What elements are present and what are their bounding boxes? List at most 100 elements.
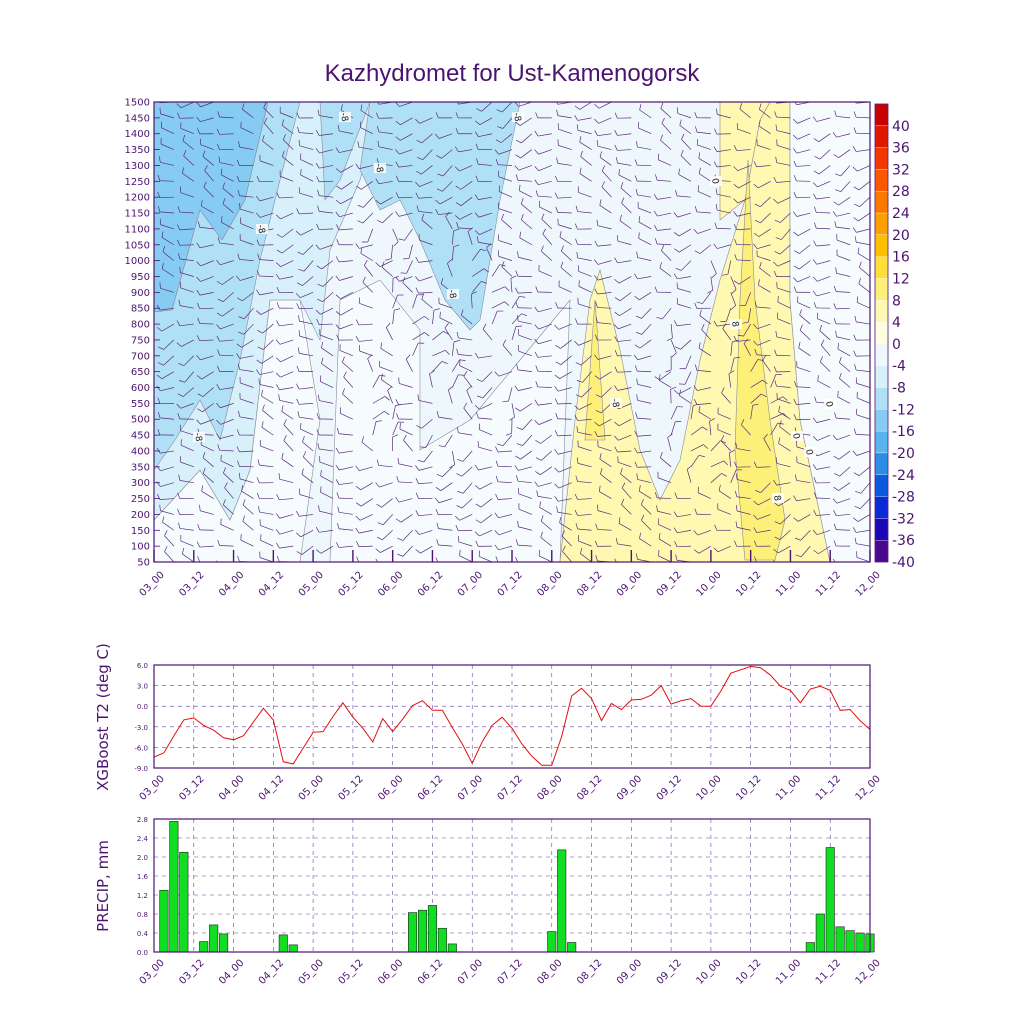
- wind-barb-shaft: [816, 212, 831, 214]
- wind-barb-shaft: [856, 414, 870, 420]
- wind-barb-shaft: [618, 523, 632, 531]
- wind-barb-flag: [815, 94, 816, 100]
- wind-barb-flag: [793, 134, 798, 140]
- wind-barb-shaft: [498, 450, 513, 453]
- wind-barb-shaft: [759, 267, 771, 277]
- wind-barb: [395, 149, 413, 155]
- wind-barb: [756, 139, 771, 150]
- t2-x-tick-label: 11_00: [774, 774, 803, 803]
- wind-barb-shaft: [240, 127, 254, 135]
- wind-barb: [832, 211, 851, 217]
- wind-barb-flag: [384, 411, 390, 415]
- wind-barb: [778, 437, 791, 452]
- wind-barb-shaft: [857, 514, 870, 522]
- wind-barb-shaft: [360, 498, 373, 507]
- wind-barb-flag: [315, 130, 320, 136]
- wind-barb-shaft: [716, 149, 731, 153]
- wind-barb: [556, 157, 572, 166]
- wind-barb-flag: [695, 95, 697, 101]
- wind-barb: [359, 121, 373, 135]
- wind-barb: [217, 237, 234, 246]
- wind-barb-shaft: [839, 466, 851, 477]
- wind-barb-flag: [598, 485, 601, 492]
- wind-barb-flag: [636, 331, 642, 335]
- wind-barb-flag: [355, 163, 360, 169]
- wind-barb-flag: [335, 447, 340, 454]
- wind-barb: [317, 205, 334, 214]
- wind-barb: [814, 149, 831, 160]
- wind-barb-shaft: [452, 359, 460, 372]
- wind-barb-shaft: [776, 180, 791, 183]
- wind-barb: [177, 492, 194, 499]
- wind-barb: [833, 482, 851, 491]
- wind-barb: [855, 377, 870, 388]
- wind-barb-shaft: [662, 307, 672, 320]
- wind-barb-shaft: [399, 102, 413, 107]
- wind-barb-flag: [734, 490, 738, 497]
- wind-barb: [476, 102, 493, 112]
- wind-barb-flag: [852, 450, 858, 456]
- wind-barb-flag: [317, 298, 323, 303]
- wind-barb-shaft: [470, 294, 473, 309]
- wind-barb-shaft: [362, 282, 374, 293]
- wind-barb: [673, 212, 692, 218]
- wind-barb-flag: [356, 540, 360, 547]
- wind-barb-flag: [435, 487, 442, 491]
- wind-barb-flag: [707, 290, 713, 294]
- wind-barb-flag: [635, 141, 638, 148]
- wind-barb-flag: [335, 211, 340, 218]
- wind-barb: [377, 212, 393, 224]
- wind-barb-flag: [555, 302, 558, 309]
- wind-barb: [694, 112, 711, 119]
- wind-barb-flag: [538, 200, 541, 207]
- wind-barb: [377, 140, 393, 150]
- wind-barb-flag: [456, 348, 459, 355]
- wind-barb-flag: [575, 475, 578, 482]
- contour-label: 8: [771, 495, 782, 503]
- wind-barb-flag: [574, 415, 578, 421]
- wind-barb-shaft: [657, 228, 672, 231]
- wind-barb-shaft: [302, 276, 314, 286]
- wind-barb: [615, 157, 632, 166]
- wind-barb: [734, 461, 751, 468]
- wind-barb-flag: [855, 491, 862, 494]
- wind-barb: [417, 450, 433, 463]
- wind-barb-shaft: [478, 133, 493, 138]
- wind-barb: [543, 102, 552, 103]
- wind-barb-flag: [535, 457, 542, 461]
- wind-barb-flag: [773, 261, 778, 267]
- wind-barb-shaft: [400, 514, 413, 523]
- wind-barb-flag: [238, 410, 240, 417]
- wind-barb-flag: [660, 452, 663, 458]
- wind-barb: [180, 439, 194, 452]
- wind-barb-flag: [834, 110, 837, 117]
- wind-barb-flag: [667, 433, 673, 438]
- wind-barb: [320, 470, 334, 483]
- wind-barb: [471, 248, 487, 261]
- wind-barb: [260, 534, 274, 547]
- wind-barb-shaft: [856, 321, 870, 325]
- wind-barb: [634, 430, 652, 437]
- wind-barb-flag: [853, 428, 857, 435]
- wind-barb-flag: [775, 330, 778, 338]
- wind-barb: [454, 514, 473, 521]
- wind-barb-shaft: [856, 149, 870, 152]
- wind-barb-shaft: [816, 244, 831, 247]
- wind-barb: [494, 512, 513, 519]
- wind-barb-shaft: [597, 291, 612, 295]
- wind-barb: [594, 418, 612, 427]
- wind-barb-flag: [480, 281, 487, 284]
- wind-barb-shaft: [448, 389, 453, 404]
- wind-barb-flag: [296, 510, 300, 517]
- wind-barb-shaft: [521, 203, 533, 214]
- wind-barb-shaft: [838, 482, 851, 491]
- wind-barb: [675, 260, 692, 271]
- wind-barb: [315, 162, 334, 169]
- wind-barb-flag: [262, 404, 265, 411]
- wind-barb: [636, 323, 652, 335]
- colorbar-label: 4: [892, 315, 901, 331]
- wind-barb-flag: [673, 511, 678, 517]
- wind-barb-shaft: [432, 361, 443, 372]
- wind-barb-shaft: [580, 553, 592, 562]
